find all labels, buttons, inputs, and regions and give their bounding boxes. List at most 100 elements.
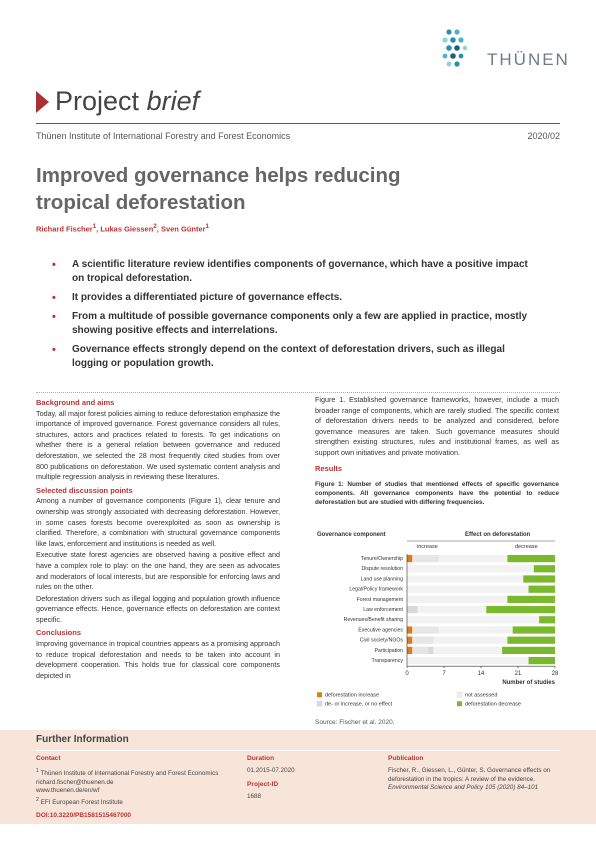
chart-bar-not-assessed — [412, 636, 434, 644]
chart-bar-increase — [407, 555, 413, 563]
contact-website[interactable]: www.thuenen.de/en/wf — [36, 787, 100, 795]
brand-arrow-icon — [36, 91, 49, 113]
key-point: • It provides a differentiated picture of… — [52, 292, 343, 304]
chart-legend-label: de- or increase, or no effect — [325, 702, 393, 708]
publication-heading: Publication — [388, 755, 424, 762]
header-rule — [36, 123, 560, 124]
logo-dot — [454, 29, 460, 35]
chart-tick-label: 21 — [515, 671, 522, 677]
chart-row-background — [407, 626, 555, 634]
logo-dot — [454, 45, 460, 51]
logo-dot — [446, 29, 452, 35]
publication-text: Fischer, R., Giessen, L., Günter, S. Gov… — [388, 767, 551, 792]
chart-bar-increase — [407, 646, 413, 654]
chart-row-background — [407, 585, 555, 593]
chart-row-background — [407, 575, 555, 583]
chart-decrease-label: decrease — [515, 544, 538, 550]
logo-dot — [446, 45, 452, 51]
chart-legend-swatch — [456, 701, 463, 707]
chart-bar-decrease — [528, 585, 555, 593]
chart-legend-label: deforestation decrease — [465, 702, 521, 708]
chart-tick-label: 14 — [478, 671, 485, 677]
section-divider — [36, 392, 560, 393]
chart-row-background — [407, 606, 555, 614]
project-id-heading: Project-ID — [247, 781, 279, 788]
chart-bar-decrease — [533, 565, 555, 573]
chart-bar-decrease — [486, 606, 555, 614]
key-points-list: • A scientific literature review identifi… — [52, 258, 532, 376]
logo-dot — [462, 45, 468, 51]
conclusions-heading: Conclusions — [36, 628, 82, 638]
chart-bar-mixed — [428, 646, 434, 654]
contact-heading: Contact — [36, 755, 61, 762]
doi-link[interactable]: DOI:10.3220/PB1581515467000 — [36, 812, 132, 819]
chart-row-background — [407, 646, 555, 654]
chart-bar-decrease — [502, 646, 555, 654]
logo-dot — [446, 61, 452, 67]
chart-legend-label: deforestation increase — [325, 693, 379, 699]
key-point: • Governance effects strongly depend on t… — [52, 344, 505, 369]
chart-bar-not-assessed — [412, 646, 429, 654]
chart-legend-swatch — [456, 692, 463, 698]
duration-value: 01.2015-07.2020 — [247, 767, 295, 774]
results-heading: Results — [315, 463, 343, 473]
chart-bar-decrease — [528, 657, 555, 665]
chart-legend-label: not assessed — [465, 693, 497, 699]
chart-category-label: Revenues/Benefit sharing — [344, 617, 404, 623]
chart-bar-decrease — [507, 595, 555, 603]
chart-bar-decrease — [512, 626, 555, 634]
key-point: • From a multitude of possible governance… — [52, 311, 528, 336]
chart-row-background — [407, 657, 555, 665]
institute-name: Thünen Institute of International Forest… — [36, 131, 291, 141]
background-text: Today, all major forest policies aiming … — [36, 408, 280, 482]
chart-category-label: Forest management — [357, 597, 404, 603]
discussion-paragraph: Executive state forest agencies are obse… — [36, 550, 280, 592]
duration-heading: Duration — [247, 755, 275, 762]
chart-x-axis-label: Number of studies — [502, 680, 555, 686]
chart-column-header-left: Governance component — [317, 532, 386, 538]
project-id-value: 1688 — [247, 793, 262, 800]
key-point: • A scientific literature review identifi… — [52, 259, 528, 284]
chart-row-background — [407, 616, 555, 624]
chart-category-label: Transparency — [371, 658, 403, 664]
chart-column-header-right: Effect on deforestation — [465, 532, 531, 538]
chart-source: Source: Fischer et al. 2020. — [315, 719, 395, 726]
chart-category-label: Civil society/NGOs — [360, 638, 404, 644]
right-paragraph: Figure 1. Established governance framewo… — [315, 395, 559, 457]
bullet-icon: • — [52, 259, 56, 271]
chart-category-label: Law enforcement — [363, 607, 403, 613]
chart-tick-label: 0 — [405, 671, 409, 677]
logo-dot — [442, 53, 448, 59]
chart-category-label: Participation — [374, 648, 403, 654]
chart-category-label: Executive agencies — [358, 627, 403, 633]
chart-bar-increase — [407, 636, 413, 644]
logo-dot — [450, 53, 456, 59]
contact-email[interactable]: richard.fischer@thuenen.de — [36, 778, 114, 786]
further-info-panel — [0, 730, 596, 824]
background-heading: Background and aims — [36, 398, 115, 407]
chart-bar-decrease — [507, 555, 555, 563]
chart-legend-swatch — [316, 701, 323, 707]
chart-row-background — [407, 555, 555, 563]
chart-tick-label: 28 — [552, 671, 559, 677]
figure-caption: Figure 1: Number of studies that mention… — [315, 481, 559, 507]
authors: Richard Fischer1, Lukas Giessen2, Sven G… — [36, 223, 210, 234]
governance-chart: Governance component Effect on deforestat… — [316, 532, 559, 708]
chart-category-label: Legal/Policy framework — [349, 587, 403, 593]
logo-dot — [458, 37, 464, 43]
logo-dot — [458, 53, 464, 59]
discussion-paragraph: Among a number of governance components … — [36, 496, 280, 548]
thuenen-logo-text: THÜNEN — [487, 50, 570, 69]
thuenen-logo-mark — [442, 29, 468, 67]
chart-bar-decrease — [507, 636, 555, 644]
discussion-paragraph: Deforestation drivers such as illegal lo… — [36, 593, 280, 624]
chart-bar-mixed — [407, 606, 418, 614]
conclusions-text: Improving governance in tropical countri… — [36, 639, 280, 680]
further-info-title: Further Information — [36, 734, 129, 745]
chart-bar-not-assessed — [412, 626, 439, 634]
chart-bar-increase — [407, 626, 413, 634]
chart-row-background — [407, 595, 555, 603]
issue-number: 2020/02 — [527, 131, 560, 141]
chart-tick-label: 7 — [442, 671, 446, 677]
chart-increase-label: increase — [417, 544, 438, 550]
